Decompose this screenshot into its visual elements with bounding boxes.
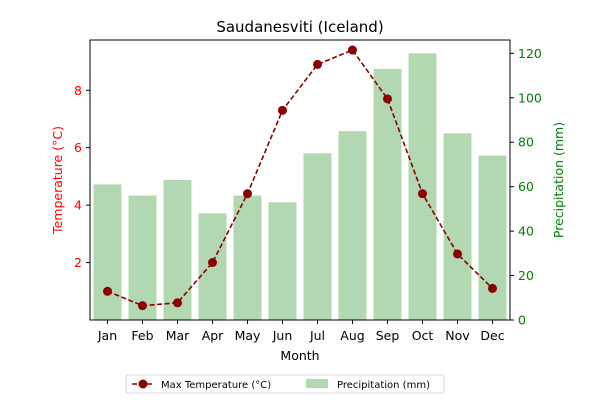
temperature-point-sep — [383, 94, 392, 104]
temperature-point-mar — [173, 298, 182, 308]
y-left-tick-label: 4 — [74, 198, 82, 213]
legend-bar-swatch — [306, 379, 328, 388]
y-left-tick-label: 2 — [74, 255, 82, 270]
temperature-point-dec — [488, 283, 497, 293]
temperature-point-nov — [453, 249, 462, 259]
y-right-tick-label: 80 — [518, 135, 534, 150]
x-tick-label-apr: Apr — [202, 328, 224, 343]
precip-bar-jan — [93, 184, 122, 320]
y-right-tick-label: 120 — [518, 46, 542, 61]
plot-area-frame — [89, 39, 511, 321]
x-tick-label-dec: Dec — [480, 328, 504, 343]
precip-bar-sep — [373, 68, 402, 320]
y-right-tick-label: 20 — [518, 268, 534, 283]
x-tick-label-aug: Aug — [340, 328, 364, 343]
precip-bar-feb — [128, 195, 157, 320]
precip-bar-mar — [163, 180, 192, 320]
x-tick-label-jan: Jan — [97, 328, 117, 343]
x-axis-label: Month — [280, 348, 319, 363]
temperature-point-feb — [138, 301, 147, 311]
legend-box — [125, 374, 445, 394]
temperature-point-may — [243, 189, 252, 199]
y-right-tick-label: 60 — [518, 179, 534, 194]
x-tick-label-oct: Oct — [412, 328, 434, 343]
x-tick-label-jun: Jun — [272, 328, 293, 343]
legend-marker-swatch — [138, 379, 148, 389]
temperature-point-jan — [103, 286, 112, 296]
chart-title: Saudanesviti (Iceland) — [216, 18, 383, 36]
temperature-point-jul — [313, 59, 322, 69]
temperature-point-apr — [208, 258, 217, 268]
y-right-tick-label: 0 — [518, 313, 526, 328]
temperature-point-aug — [348, 45, 357, 55]
precip-bar-nov — [443, 133, 472, 320]
legend-label-temperature: Max Temperature (°C) — [161, 380, 271, 391]
x-tick-label-mar: Mar — [166, 328, 190, 343]
x-tick-label-jul: Jul — [309, 328, 325, 343]
x-tick-label-nov: Nov — [445, 328, 470, 343]
temperature-line — [107, 49, 494, 307]
y-left-tick-label: 6 — [74, 140, 82, 155]
precip-bar-dec — [478, 155, 507, 320]
legend: Max Temperature (°C) Precipitation (mm) — [125, 374, 445, 394]
y-left-axis-label: Temperature (°C) — [50, 126, 65, 235]
precip-bar-may — [233, 195, 262, 320]
precip-bar-jul — [303, 153, 332, 320]
precip-bar-jun — [268, 202, 297, 320]
x-tick-label-sep: Sep — [376, 328, 400, 343]
x-tick-label-feb: Feb — [131, 328, 153, 343]
y-left-tick-label: 8 — [74, 83, 82, 98]
temperature-point-oct — [418, 189, 427, 199]
temperature-point-jun — [278, 105, 287, 115]
precip-bar-aug — [338, 131, 367, 320]
y-right-tick-label: 40 — [518, 224, 534, 239]
precip-bar-oct — [408, 53, 437, 320]
x-tick-label-may: May — [235, 328, 261, 343]
y-right-axis-label: Precipitation (mm) — [551, 122, 566, 238]
legend-label-precipitation: Precipitation (mm) — [337, 380, 430, 391]
y-right-tick-label: 100 — [518, 90, 542, 105]
